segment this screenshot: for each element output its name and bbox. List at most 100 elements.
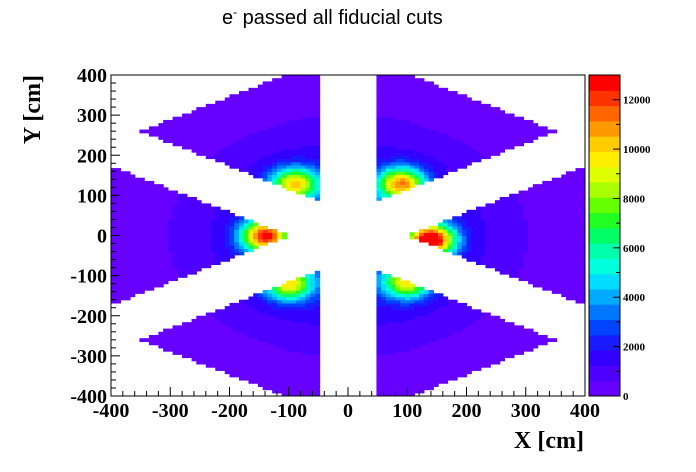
heatmap-cell <box>385 312 392 317</box>
heatmap-cell <box>381 174 387 179</box>
heatmap-cell <box>300 331 306 336</box>
heatmap-cell <box>253 315 259 320</box>
heatmap-cell <box>409 180 415 185</box>
heatmap-cell <box>286 158 292 163</box>
heatmap-cell <box>542 267 548 272</box>
heatmap-cell <box>111 264 117 269</box>
heatmap-cell <box>172 277 178 282</box>
heatmap-cell <box>314 97 321 102</box>
heatmap-cell <box>205 354 212 359</box>
heatmap-cell <box>556 225 562 230</box>
heatmap-cell <box>480 338 487 343</box>
heatmap-cell <box>300 145 306 150</box>
heatmap-cell <box>580 180 585 185</box>
heatmap-cell <box>220 245 226 249</box>
heatmap-cell <box>310 376 316 381</box>
color-scale-band <box>589 212 620 229</box>
heatmap-cell <box>167 235 174 240</box>
heatmap-cell <box>205 213 212 217</box>
heatmap-cell <box>148 248 155 253</box>
heatmap-cell <box>385 383 392 387</box>
heatmap-cell <box>158 277 164 282</box>
heatmap-cell <box>305 306 311 310</box>
heatmap-cell <box>419 119 425 124</box>
heatmap-cell <box>542 203 548 208</box>
heatmap-cell <box>286 286 292 291</box>
heatmap-cell <box>262 296 269 301</box>
heatmap-cell <box>376 113 382 118</box>
heatmap-cell <box>566 241 572 246</box>
heatmap-cell <box>305 171 311 176</box>
heatmap-cell <box>537 232 543 237</box>
heatmap-cell <box>134 257 141 262</box>
heatmap-cell <box>139 229 145 233</box>
heatmap-cell <box>461 360 468 365</box>
heatmap-cell <box>471 363 477 368</box>
heatmap-cell <box>395 177 401 182</box>
heatmap-cell <box>220 248 226 253</box>
heatmap-cell <box>262 351 269 355</box>
heatmap-cell <box>167 341 174 346</box>
heatmap-cell <box>452 145 458 150</box>
heatmap-cell <box>134 245 141 249</box>
heatmap-cell <box>205 229 212 233</box>
heatmap-cell <box>518 209 524 214</box>
heatmap-cell <box>409 351 415 355</box>
heatmap-cell <box>390 379 396 384</box>
heatmap-cell <box>461 139 468 144</box>
heatmap-cell <box>400 152 406 156</box>
heatmap-cell <box>390 392 396 396</box>
heatmap-cell <box>547 254 553 259</box>
heatmap-cell <box>485 135 491 140</box>
heatmap-cell <box>566 296 572 301</box>
heatmap-cell <box>452 161 458 166</box>
heatmap-cell <box>452 312 458 317</box>
heatmap-cell <box>532 222 539 227</box>
heatmap-cell <box>248 312 254 317</box>
heatmap-cell <box>310 363 316 368</box>
heatmap-cell <box>433 370 439 375</box>
heatmap-cell <box>182 347 188 352</box>
heatmap-cell <box>167 190 174 195</box>
heatmap-cell <box>182 209 188 214</box>
heatmap-cell <box>267 158 273 163</box>
heatmap-cell <box>281 351 287 355</box>
heatmap-cell <box>404 97 411 102</box>
y-tick-label: 300 <box>77 105 107 127</box>
heatmap-cell <box>125 235 131 240</box>
heatmap-cell <box>196 261 202 265</box>
heatmap-cell <box>210 155 216 160</box>
heatmap-cell <box>466 113 472 118</box>
heatmap-cell <box>210 331 216 336</box>
heatmap-cell <box>210 335 216 339</box>
heatmap-cell <box>400 363 406 368</box>
heatmap-cell <box>158 338 164 343</box>
heatmap-cell <box>220 232 226 237</box>
heatmap-cell <box>229 97 235 102</box>
heatmap-cell <box>385 129 392 134</box>
heatmap-cell <box>191 219 197 224</box>
heatmap-cell <box>395 293 401 298</box>
heatmap-cell <box>191 251 197 256</box>
heatmap-cell <box>243 363 250 368</box>
heatmap-cell <box>210 132 216 137</box>
heatmap-cell <box>428 383 434 387</box>
heatmap-cell <box>139 190 145 195</box>
heatmap-cell <box>257 335 264 339</box>
heatmap-cell <box>404 75 411 79</box>
heatmap-cell <box>305 309 311 314</box>
heatmap-cell <box>196 325 202 330</box>
heatmap-cell <box>248 347 254 352</box>
heatmap-cell <box>201 335 207 339</box>
heatmap-cell <box>390 152 396 156</box>
heatmap-cell <box>528 135 534 140</box>
heatmap-cell <box>494 232 501 237</box>
heatmap-cell <box>295 148 302 153</box>
heatmap-cell <box>400 94 406 99</box>
heatmap-cell <box>381 184 387 188</box>
heatmap-cell <box>314 299 321 304</box>
heatmap-cell <box>414 148 420 153</box>
heatmap-cell <box>442 338 449 343</box>
heatmap-cell <box>229 363 235 368</box>
heatmap-cell <box>281 309 287 314</box>
